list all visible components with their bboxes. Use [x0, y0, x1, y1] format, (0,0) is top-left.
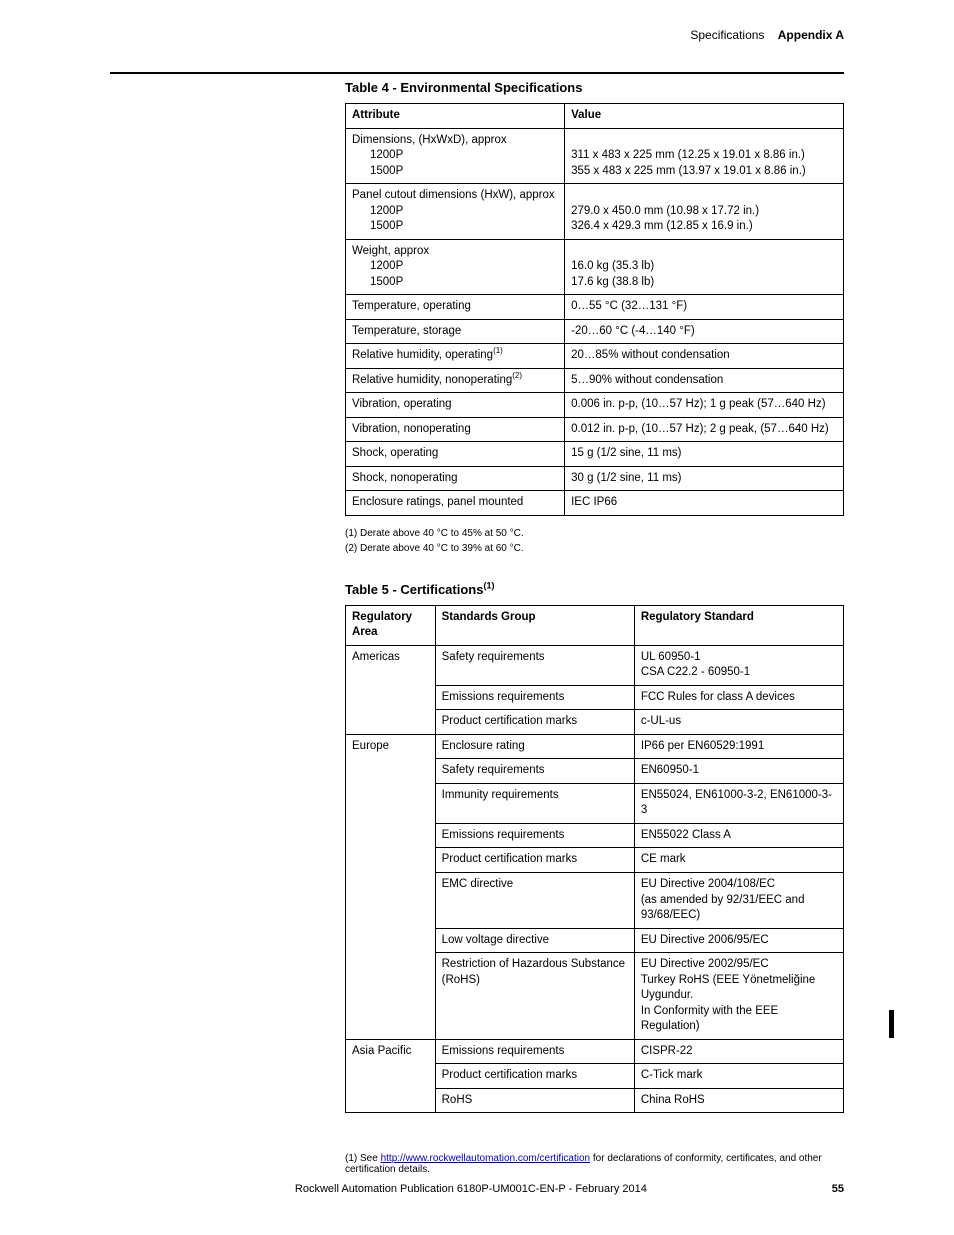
table4-attr-cell: Relative humidity, nonoperating(2) — [346, 368, 565, 393]
table5-std-cell: EN60950-1 — [634, 759, 843, 784]
table4-val-cell: IEC IP66 — [565, 491, 844, 516]
table5-std-cell: FCC Rules for class A devices — [634, 685, 843, 710]
table4-val-cell: 15 g (1/2 sine, 11 ms) — [565, 442, 844, 467]
table5-col-group: Standards Group — [435, 605, 634, 645]
table-row: Temperature, storage-20…60 °C (-4…140 °F… — [346, 319, 844, 344]
table4-val-cell: 20…85% without condensation — [565, 344, 844, 369]
table4-val-cell: 0…55 °C (32…131 °F) — [565, 295, 844, 320]
certification-link[interactable]: http://www.rockwellautomation.com/certif… — [381, 1153, 591, 1164]
table5-group-cell: RoHS — [435, 1088, 634, 1113]
table5-std-cell: C-Tick mark — [634, 1064, 843, 1089]
table4-attr-cell: Shock, nonoperating — [346, 466, 565, 491]
table4-attr-cell: Dimensions, (HxWxD), approx1200P1500P — [346, 128, 565, 184]
table5-col-std: Regulatory Standard — [634, 605, 843, 645]
table5-group-cell: Immunity requirements — [435, 783, 634, 823]
table5-std-cell: UL 60950-1CSA C22.2 - 60950-1 — [634, 645, 843, 685]
table5-footnote: (1) See http://www.rockwellautomation.co… — [345, 1153, 844, 1175]
table4-val-cell: 16.0 kg (35.3 lb)17.6 kg (38.8 lb) — [565, 239, 844, 295]
table4-attr-cell: Relative humidity, operating(1) — [346, 344, 565, 369]
table4-col-attr: Attribute — [346, 104, 565, 129]
table4-title: Table 4 - Environmental Specifications — [345, 80, 844, 95]
table4-footnotes: (1) Derate above 40 °C to 45% at 50 °C. … — [345, 526, 844, 556]
table-row: Vibration, operating0.006 in. p-p, (10…5… — [346, 393, 844, 418]
table-row: EuropeEnclosure ratingIP66 per EN60529:1… — [346, 734, 844, 759]
table4-attr-cell: Temperature, operating — [346, 295, 565, 320]
header-section: Specifications — [690, 28, 764, 42]
table-row: Shock, nonoperating30 g (1/2 sine, 11 ms… — [346, 466, 844, 491]
table5-group-cell: Emissions requirements — [435, 823, 634, 848]
table5-area-cell: Europe — [346, 734, 436, 1039]
table4-val-cell: 0.006 in. p-p, (10…57 Hz); 1 g peak (57…… — [565, 393, 844, 418]
table4-val-cell: 5…90% without condensation — [565, 368, 844, 393]
header-appendix: Appendix A — [778, 28, 844, 42]
table4-fn2: (2) Derate above 40 °C to 39% at 60 °C. — [345, 541, 844, 556]
table5-group-cell: Emissions requirements — [435, 685, 634, 710]
table-row: Relative humidity, nonoperating(2)5…90% … — [346, 368, 844, 393]
table5-std-cell: EU Directive 2004/108/EC(as amended by 9… — [634, 872, 843, 928]
table4: Attribute Value Dimensions, (HxWxD), app… — [345, 103, 844, 516]
table-row: Vibration, nonoperating0.012 in. p-p, (1… — [346, 417, 844, 442]
page-footer: Rockwell Automation Publication 6180P-UM… — [110, 1183, 844, 1195]
table4-val-cell: 30 g (1/2 sine, 11 ms) — [565, 466, 844, 491]
table5-title: Table 5 - Certifications(1) — [345, 582, 844, 597]
table4-attr-cell: Enclosure ratings, panel mounted — [346, 491, 565, 516]
table5-group-cell: Low voltage directive — [435, 928, 634, 953]
table5-group-cell: Safety requirements — [435, 759, 634, 784]
table5-std-cell: CISPR-22 — [634, 1039, 843, 1064]
table5-group-cell: EMC directive — [435, 872, 634, 928]
table5: Regulatory Area Standards Group Regulato… — [345, 605, 844, 1113]
table5-group-cell: Emissions requirements — [435, 1039, 634, 1064]
table5-group-cell: Enclosure rating — [435, 734, 634, 759]
table-row: Temperature, operating0…55 °C (32…131 °F… — [346, 295, 844, 320]
table-row: Relative humidity, operating(1)20…85% wi… — [346, 344, 844, 369]
table4-attr-cell: Vibration, operating — [346, 393, 565, 418]
table5-std-cell: EU Directive 2006/95/EC — [634, 928, 843, 953]
table-row: Asia PacificEmissions requirementsCISPR-… — [346, 1039, 844, 1064]
table4-val-cell: -20…60 °C (-4…140 °F) — [565, 319, 844, 344]
header-rule — [110, 72, 844, 74]
footer-page: 55 — [832, 1183, 844, 1195]
table4-fn1: (1) Derate above 40 °C to 45% at 50 °C. — [345, 526, 844, 541]
table-row: Weight, approx1200P1500P16.0 kg (35.3 lb… — [346, 239, 844, 295]
table5-title-text: Table 5 - Certifications — [345, 582, 483, 597]
table5-col-area: Regulatory Area — [346, 605, 436, 645]
change-bar — [889, 1010, 894, 1038]
table5-group-cell: Restriction of Hazardous Substance (RoHS… — [435, 953, 634, 1040]
table4-attr-cell: Temperature, storage — [346, 319, 565, 344]
table5-group-cell: Product certification marks — [435, 710, 634, 735]
table5-title-sup: (1) — [483, 580, 494, 590]
table-row: Panel cutout dimensions (HxW), approx120… — [346, 184, 844, 240]
table5-area-cell: Asia Pacific — [346, 1039, 436, 1113]
table4-attr-cell: Panel cutout dimensions (HxW), approx120… — [346, 184, 565, 240]
table4-attr-cell: Weight, approx1200P1500P — [346, 239, 565, 295]
table5-group-cell: Safety requirements — [435, 645, 634, 685]
table5-std-cell: CE mark — [634, 848, 843, 873]
table5-area-cell: Americas — [346, 645, 436, 734]
table4-attr-cell: Shock, operating — [346, 442, 565, 467]
table5-std-cell: c-UL-us — [634, 710, 843, 735]
table-row: Shock, operating15 g (1/2 sine, 11 ms) — [346, 442, 844, 467]
table4-val-cell: 311 x 483 x 225 mm (12.25 x 19.01 x 8.86… — [565, 128, 844, 184]
table5-group-cell: Product certification marks — [435, 1064, 634, 1089]
table4-val-cell: 0.012 in. p-p, (10…57 Hz); 2 g peak, (57… — [565, 417, 844, 442]
page-header: Specifications Appendix A — [110, 28, 844, 42]
table-row: Dimensions, (HxWxD), approx1200P1500P311… — [346, 128, 844, 184]
table5-std-cell: China RoHS — [634, 1088, 843, 1113]
table5-std-cell: EN55022 Class A — [634, 823, 843, 848]
table4-col-val: Value — [565, 104, 844, 129]
table5-std-cell: EN55024, EN61000-3-2, EN61000-3-3 — [634, 783, 843, 823]
table5-std-cell: IP66 per EN60529:1991 — [634, 734, 843, 759]
footer-pub: Rockwell Automation Publication 6180P-UM… — [295, 1183, 647, 1195]
table4-attr-cell: Vibration, nonoperating — [346, 417, 565, 442]
table-row: AmericasSafety requirementsUL 60950-1CSA… — [346, 645, 844, 685]
table5-std-cell: EU Directive 2002/95/ECTurkey RoHS (EEE … — [634, 953, 843, 1040]
table-row: Enclosure ratings, panel mountedIEC IP66 — [346, 491, 844, 516]
table4-val-cell: 279.0 x 450.0 mm (10.98 x 17.72 in.)326.… — [565, 184, 844, 240]
table5-fn-prefix: (1) See — [345, 1153, 381, 1164]
table5-group-cell: Product certification marks — [435, 848, 634, 873]
